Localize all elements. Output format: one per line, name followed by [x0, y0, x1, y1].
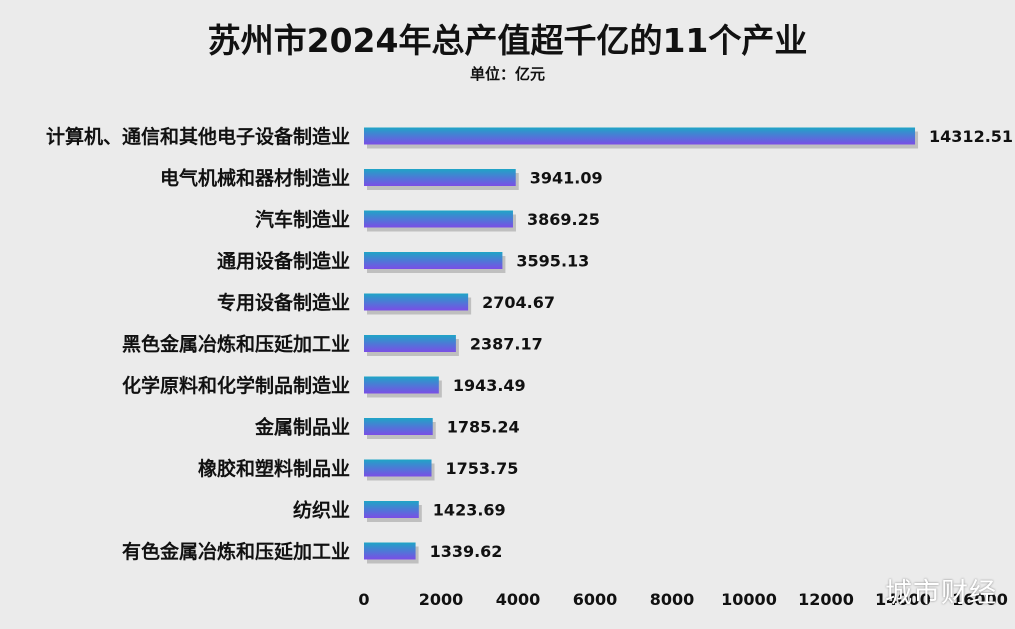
value-label: 1339.62 [430, 542, 503, 561]
category-label: 有色金属冶炼和压延加工业 [122, 540, 350, 563]
category-label: 纺织业 [293, 499, 350, 522]
value-label: 14312.51 [929, 127, 1013, 146]
value-label: 3941.09 [530, 169, 603, 188]
value-label: 2704.67 [482, 293, 555, 312]
x-tick-label: 16000 [952, 590, 1008, 609]
bar [364, 252, 503, 269]
x-tick-label: 6000 [573, 590, 618, 609]
category-label: 金属制品业 [254, 416, 350, 439]
x-tick-label: 8000 [650, 590, 695, 609]
bar [364, 418, 433, 435]
x-tick-label: 2000 [419, 590, 464, 609]
x-tick-label: 12000 [798, 590, 854, 609]
bar [364, 127, 916, 145]
x-tick-label: 4000 [496, 590, 541, 609]
watermark-text: 城市财经 [885, 578, 997, 609]
category-label: 通用设备制造业 [217, 250, 350, 273]
chart-title: 苏州市2024年总产值超千亿的11个产业 [207, 21, 808, 60]
category-label: 汽车制造业 [255, 208, 350, 231]
value-label: 3869.25 [527, 210, 600, 229]
category-label: 电气机械和器材制造业 [160, 167, 350, 190]
x-tick-label: 14000 [875, 590, 931, 609]
category-label: 黑色金属冶炼和压延加工业 [122, 333, 350, 356]
bar [364, 169, 516, 186]
bar [364, 459, 432, 477]
bar [364, 293, 469, 311]
value-label: 1753.75 [446, 459, 519, 478]
x-tick-label: 10000 [721, 590, 777, 609]
x-tick-label: 0 [358, 590, 369, 609]
value-label: 2387.17 [470, 335, 543, 354]
bar [364, 501, 419, 518]
value-label: 3595.13 [516, 252, 589, 271]
bar [364, 335, 456, 352]
bar [364, 542, 416, 560]
category-label: 专用设备制造业 [217, 291, 350, 314]
value-label: 1943.49 [453, 376, 526, 395]
chart-subtitle: 单位：亿元 [469, 65, 545, 83]
value-label: 1785.24 [447, 418, 520, 437]
bar [364, 210, 513, 228]
category-label: 计算机、通信和其他电子设备制造业 [46, 125, 350, 148]
bar [364, 376, 439, 394]
category-label: 橡胶和塑料制品业 [198, 457, 350, 480]
category-label: 化学原料和化学制品制造业 [122, 374, 350, 397]
value-label: 1423.69 [433, 501, 506, 520]
